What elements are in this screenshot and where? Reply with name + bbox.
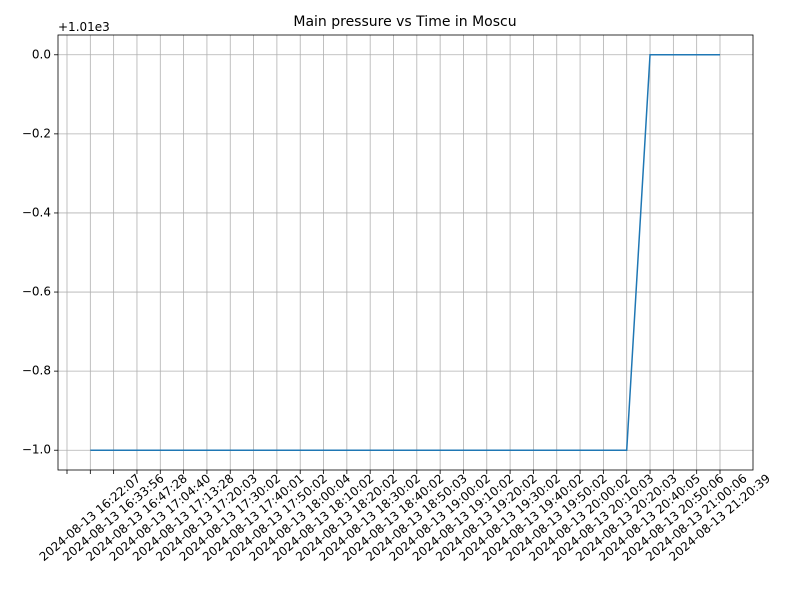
y-tick-label: −1.0 [22,443,51,457]
y-tick-label: 0.0 [32,47,51,61]
y-offset-label: +1.01e3 [58,20,110,34]
plot-frame [57,34,754,471]
y-tick-label: −0.4 [22,205,51,219]
y-tick-label: −0.6 [22,285,51,299]
y-tick-label: −0.8 [22,364,51,378]
data-line [90,54,720,451]
y-tick-label: −0.2 [22,126,51,140]
chart-title: Main pressure vs Time in Moscu [293,14,516,30]
